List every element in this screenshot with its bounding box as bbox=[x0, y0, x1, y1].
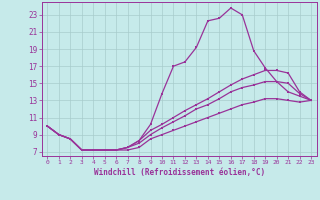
X-axis label: Windchill (Refroidissement éolien,°C): Windchill (Refroidissement éolien,°C) bbox=[94, 168, 265, 177]
